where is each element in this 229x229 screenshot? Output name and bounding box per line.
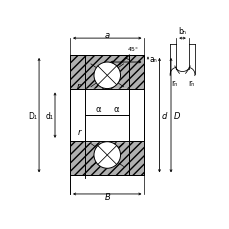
Text: B: B [104, 193, 110, 202]
Polygon shape [70, 141, 85, 176]
Text: α: α [113, 104, 118, 113]
Text: α: α [95, 104, 101, 113]
Text: bₙ: bₙ [178, 27, 186, 36]
Polygon shape [85, 90, 129, 141]
Text: D₁: D₁ [28, 111, 37, 120]
Text: r: r [78, 127, 81, 136]
Polygon shape [70, 56, 85, 90]
Circle shape [94, 63, 120, 89]
Text: D: D [173, 111, 179, 120]
Polygon shape [129, 56, 144, 90]
Text: rₙ: rₙ [170, 79, 177, 87]
Text: rₙ: rₙ [187, 79, 193, 87]
Circle shape [94, 142, 120, 169]
Text: 45°: 45° [127, 46, 138, 51]
Text: d: d [161, 111, 166, 120]
Text: aₙ: aₙ [149, 55, 157, 64]
Text: d₁: d₁ [45, 111, 53, 120]
Polygon shape [129, 141, 144, 176]
Text: a: a [104, 31, 109, 40]
Polygon shape [85, 141, 129, 176]
Polygon shape [85, 56, 129, 90]
Text: r: r [77, 81, 80, 90]
